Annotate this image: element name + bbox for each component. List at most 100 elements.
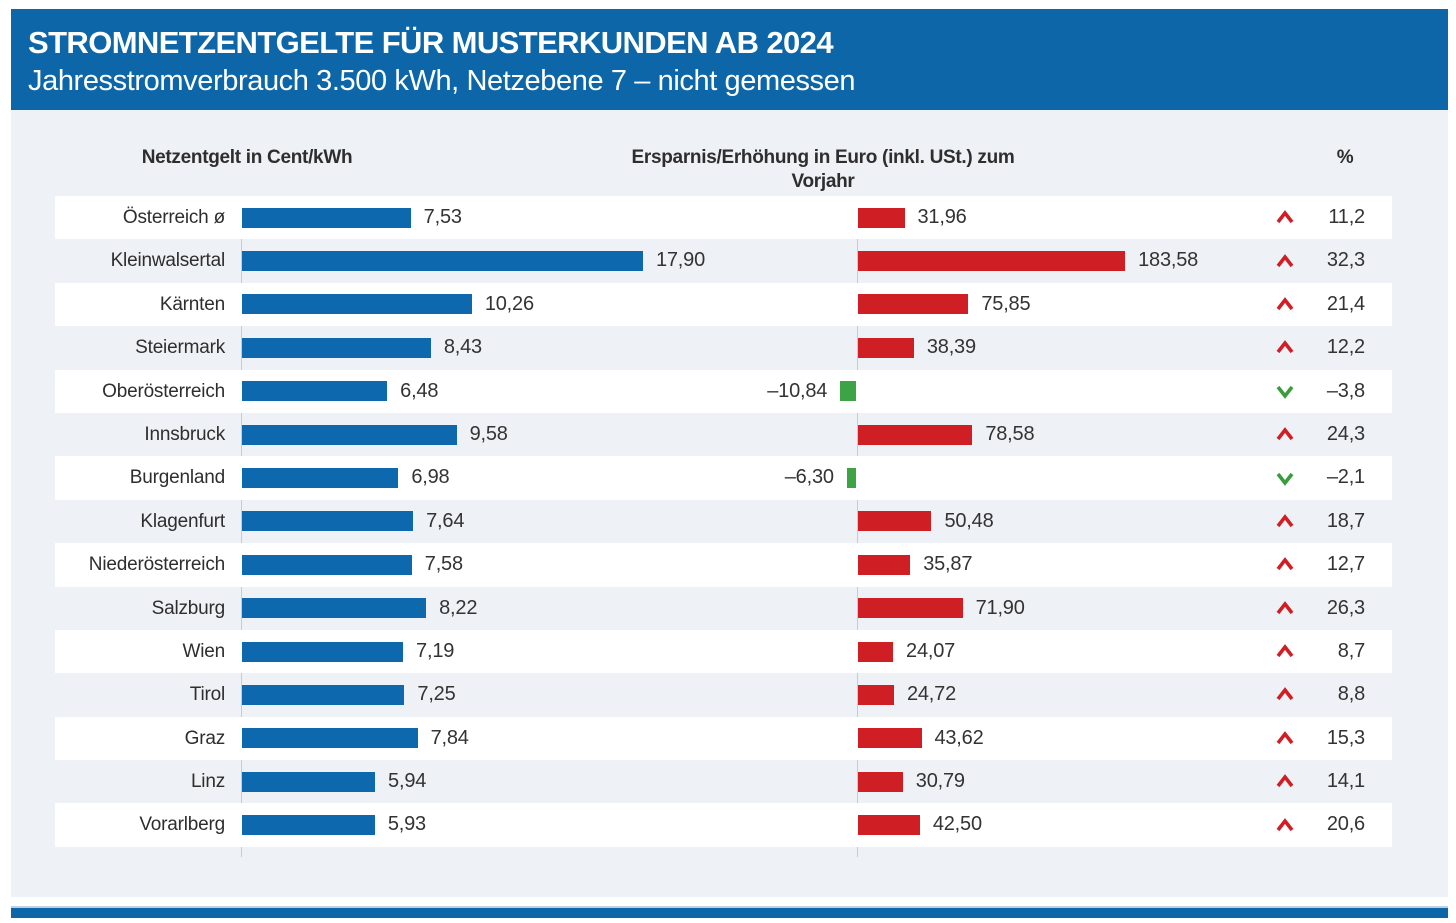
increase-caret-icon	[1276, 557, 1294, 571]
euro-change-bar	[858, 424, 973, 445]
netzentgelt-bar	[242, 207, 411, 228]
euro-change-bar	[858, 337, 914, 358]
euro-change-bar	[858, 815, 920, 836]
euro-change-value: –6,30	[784, 466, 834, 489]
increase-caret-icon	[1276, 513, 1294, 528]
euro-change-value: 31,96	[917, 206, 967, 228]
euro-change-bar	[858, 771, 903, 792]
netzentgelt-bar	[242, 771, 376, 792]
netzentgelt-value: 10,26	[484, 292, 534, 315]
euro-change-bar	[858, 684, 894, 705]
caret-cell	[1269, 717, 1301, 760]
increase-caret-icon	[1276, 730, 1294, 744]
region-label: Graz	[184, 727, 226, 749]
percent-change-value: 8,8	[1337, 683, 1365, 706]
increase-caret-icon	[1276, 687, 1294, 701]
increase-caret-icon	[1276, 340, 1294, 354]
netzentgelt-value: 7,53	[423, 206, 462, 228]
decrease-caret-icon	[1276, 472, 1294, 486]
netzentgelt-value: 7,19	[416, 639, 455, 662]
euro-change-value: 35,87	[923, 553, 973, 576]
region-label: Linz	[190, 771, 225, 793]
percent-change-value: 24,3	[1326, 422, 1365, 445]
euro-change-bar	[846, 468, 856, 489]
caret-cell	[1269, 413, 1301, 456]
caret-cell	[1269, 760, 1301, 803]
increase-caret-icon	[1276, 427, 1294, 441]
region-label: Oberösterreich	[102, 380, 225, 402]
table-row: Klagenfurt 7,64 50,48 18,7	[11, 500, 1448, 543]
percent-change-value: 32,3	[1326, 249, 1365, 272]
increase-caret-icon	[1276, 774, 1294, 788]
region-label: Klagenfurt	[140, 510, 225, 532]
table-row: Niederösterreich 7,58 35,87 12,7	[11, 543, 1448, 587]
percent-change-value: –3,8	[1326, 379, 1365, 402]
euro-change-bar	[840, 381, 856, 402]
netzentgelt-value: 6,98	[411, 466, 450, 489]
euro-change-value: 42,50	[932, 813, 982, 836]
caret-cell	[1269, 370, 1301, 413]
euro-change-value: 78,58	[985, 422, 1035, 445]
netzentgelt-bar	[242, 598, 427, 619]
percent-change-value: 18,7	[1326, 509, 1365, 532]
caret-cell	[1269, 283, 1301, 326]
netzentgelt-value: 7,25	[417, 683, 456, 706]
netzentgelt-bar	[242, 554, 412, 575]
netzentgelt-value: 7,84	[430, 726, 469, 749]
netzentgelt-bar	[242, 294, 472, 315]
region-label: Salzburg	[151, 597, 226, 619]
column-header-ersparnis: Ersparnis/Erhöhung in Euro (inkl. USt.) …	[631, 147, 1015, 192]
table-row: Österreich ø 7,53 31,96 11,2	[11, 196, 1448, 240]
column-header-netzentgelt: Netzentgelt in Cent/kWh	[141, 147, 353, 168]
euro-change-value: 71,90	[975, 596, 1025, 619]
table-row: Vorarlberg 5,93 42,50 20,6	[11, 803, 1448, 847]
decrease-caret-icon	[1276, 385, 1294, 399]
increase-caret-icon	[1276, 210, 1294, 224]
percent-change-value: 26,3	[1326, 596, 1365, 619]
percent-change-value: 8,7	[1337, 639, 1365, 662]
left-baseline-axis	[241, 196, 242, 857]
region-label: Tirol	[189, 684, 225, 706]
euro-change-value: –10,84	[767, 379, 828, 402]
netzentgelt-bar	[242, 641, 404, 662]
caret-cell	[1269, 326, 1301, 369]
region-label: Österreich ø	[122, 207, 225, 228]
chart-area: Netzentgelt in Cent/kWh Ersparnis/Erhöhu…	[11, 110, 1448, 897]
percent-change-value: 11,2	[1328, 206, 1365, 228]
euro-change-value: 43,62	[934, 726, 984, 749]
netzentgelt-value: 5,94	[388, 770, 427, 793]
table-row: Tirol 7,25 24,72 8,8	[11, 673, 1448, 716]
region-label: Vorarlberg	[139, 814, 225, 836]
netzentgelt-bar	[242, 424, 457, 445]
netzentgelt-value: 5,93	[387, 813, 426, 836]
region-label: Wien	[182, 640, 226, 662]
increase-caret-icon	[1276, 644, 1294, 658]
increase-caret-icon	[1276, 600, 1294, 614]
increase-caret-icon	[1276, 253, 1294, 267]
euro-change-value: 183,58	[1138, 249, 1199, 272]
netzentgelt-value: 8,22	[439, 596, 478, 619]
euro-change-value: 24,72	[906, 683, 957, 706]
caret-cell	[1269, 500, 1301, 543]
increase-caret-icon	[1276, 817, 1294, 831]
euro-change-bar	[858, 294, 969, 315]
table-row: Oberösterreich 6,48 –10,84 –3,8	[11, 369, 1448, 413]
caret-cell	[1269, 587, 1301, 630]
netzentgelt-value: 17,90	[655, 249, 706, 272]
euro-change-value: 24,07	[906, 639, 956, 662]
euro-change-bar	[858, 511, 932, 532]
euro-change-value: 30,79	[915, 770, 965, 793]
region-label: Steiermark	[135, 337, 225, 359]
caret-cell	[1269, 196, 1301, 239]
caret-cell	[1269, 673, 1301, 716]
right-baseline-axis	[857, 196, 858, 857]
caret-cell	[1269, 456, 1301, 499]
caret-cell	[1269, 630, 1301, 673]
region-label: Kärnten	[159, 293, 225, 315]
chart-rows: Österreich ø 7,53 31,96 11,2 Kleinwalser…	[11, 196, 1448, 847]
percent-change-value: 12,2	[1326, 336, 1365, 359]
table-row: Kärnten 10,26 75,85 21,4	[11, 282, 1448, 327]
netzentgelt-bar	[242, 337, 431, 358]
region-label: Niederösterreich	[88, 554, 225, 576]
